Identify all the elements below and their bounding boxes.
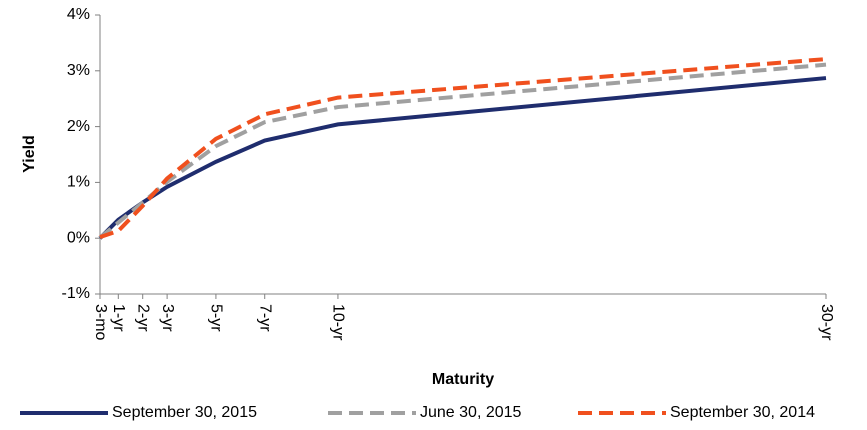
series-line (98, 62, 827, 240)
x-axis-label: Maturity (432, 371, 494, 388)
legend-label: June 30, 2015 (420, 404, 522, 421)
x-tick-label: 3-yr (159, 304, 176, 332)
x-tick-label: 2-yr (134, 304, 151, 332)
legend-label: September 30, 2015 (112, 404, 257, 421)
x-tick-label: 5-yr (208, 304, 225, 332)
series-line (98, 76, 827, 240)
y-axis-label: Yield (21, 135, 38, 173)
x-tick-label: 7-yr (256, 304, 273, 332)
x-tick-label: 30-yr (818, 304, 835, 341)
y-tick-label: 2% (67, 118, 90, 135)
legend-label: September 30, 2014 (670, 404, 815, 421)
y-tick-label: 1% (67, 174, 90, 191)
y-tick-label: 4% (67, 6, 90, 23)
series-line (99, 57, 827, 239)
x-tick-label: 3-mo (92, 304, 109, 341)
y-tick-label: 0% (67, 229, 90, 246)
y-tick-label: 3% (67, 62, 90, 79)
x-tick-label: 1-yr (110, 304, 127, 332)
x-tick-label: 10-yr (330, 304, 347, 341)
y-tick-label: -1% (62, 285, 90, 302)
